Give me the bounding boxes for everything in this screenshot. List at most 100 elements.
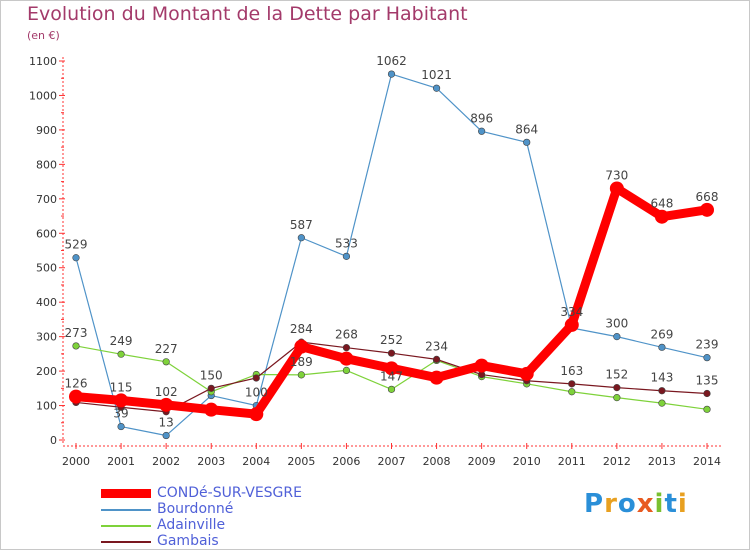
data-point-1 — [117, 422, 125, 431]
data-label-1: 1062 — [376, 54, 407, 68]
data-point-0 — [384, 361, 399, 376]
data-label-0: 730 — [605, 168, 628, 182]
data-label-1: 864 — [515, 122, 538, 136]
data-label-2: 189 — [290, 355, 313, 369]
data-label-0: 668 — [696, 190, 719, 204]
data-point-2 — [613, 394, 621, 402]
legend-item-conde: CONDé-SUR-VESGRE — [101, 485, 361, 501]
data-point-1 — [658, 343, 666, 351]
data-point-0 — [114, 393, 129, 408]
data-point-3 — [342, 344, 351, 352]
x-tick-label: 2013 — [648, 455, 676, 468]
data-point-1 — [613, 333, 621, 341]
y-tick-label: 800 — [36, 158, 57, 171]
x-tick-label: 2001 — [107, 455, 135, 468]
logo-letter: x — [636, 489, 655, 519]
data-point-0 — [204, 402, 219, 417]
data-point-1 — [703, 354, 711, 362]
x-tick-label: 2000 — [62, 455, 90, 468]
y-tick-label: 1000 — [29, 89, 57, 102]
logo-letter: o — [617, 489, 637, 519]
y-tick-label: 1100 — [29, 55, 57, 68]
data-label-1: 529 — [65, 238, 88, 252]
data-label-1: 39 — [113, 407, 128, 421]
x-tick-label: 2004 — [242, 455, 270, 468]
data-point-0 — [519, 366, 534, 381]
data-point-3 — [613, 384, 621, 392]
logo-letter: t — [664, 489, 678, 519]
data-label-1: 1021 — [421, 68, 452, 82]
data-label-1: 300 — [605, 317, 628, 331]
data-point-2 — [387, 385, 396, 393]
data-point-0 — [339, 351, 354, 366]
data-point-2 — [162, 358, 170, 366]
legend: CONDé-SUR-VESGRE Bourdonné Adainville Ga… — [101, 485, 361, 549]
data-point-3 — [432, 355, 441, 363]
data-label-1: 533 — [335, 236, 358, 250]
x-tick-label: 2014 — [693, 455, 721, 468]
x-tick-label: 2003 — [197, 455, 225, 468]
data-label-0: 334 — [560, 305, 583, 319]
data-label-3: 234 — [425, 339, 448, 353]
data-point-1 — [297, 234, 305, 242]
legend-item-adainville: Adainville — [101, 517, 361, 533]
data-point-1 — [342, 252, 351, 260]
data-label-3: 268 — [335, 328, 358, 342]
data-label-0: 102 — [155, 385, 178, 399]
data-label-0: 648 — [650, 197, 673, 211]
legend-label-conde: CONDé-SUR-VESGRE — [157, 485, 302, 501]
data-point-2 — [297, 371, 305, 379]
data-point-0 — [609, 181, 624, 196]
data-point-2 — [568, 388, 576, 396]
data-point-2 — [703, 405, 711, 413]
data-point-0 — [654, 209, 669, 224]
x-tick-label: 2005 — [287, 455, 315, 468]
data-point-2 — [117, 350, 125, 358]
data-point-2 — [342, 366, 351, 375]
data-point-0 — [564, 317, 579, 332]
data-point-0 — [700, 202, 714, 217]
data-label-1: 100 — [245, 386, 268, 400]
data-point-1 — [162, 431, 170, 440]
chart-title: Evolution du Montant de la Dette par Hab… — [27, 3, 468, 25]
logo-letter: i — [677, 489, 688, 519]
data-label-2: 227 — [155, 342, 178, 356]
data-label-3: 143 — [650, 371, 673, 385]
data-label-1: 896 — [470, 111, 493, 125]
data-point-3 — [207, 384, 215, 392]
legend-label-bourdonne: Bourdonné — [157, 501, 234, 517]
legend-label-adainville: Adainville — [157, 517, 226, 533]
legend-item-bourdonne: Bourdonné — [101, 501, 361, 517]
x-tick-label: 2007 — [378, 455, 406, 468]
x-tick-label: 2006 — [332, 455, 360, 468]
legend-item-gambais: Gambais — [101, 533, 361, 549]
data-point-3 — [703, 389, 711, 398]
data-point-0 — [429, 370, 444, 385]
logo-letter: i — [654, 489, 665, 519]
y-tick-label: 0 — [50, 434, 57, 447]
data-point-0 — [474, 358, 489, 373]
data-point-3 — [252, 374, 260, 382]
x-tick-label: 2009 — [468, 455, 496, 468]
data-point-0 — [294, 339, 309, 354]
chart-subtitle: (en €) — [27, 29, 60, 42]
data-point-2 — [72, 342, 80, 350]
data-point-0 — [159, 397, 174, 412]
data-label-3: 252 — [380, 333, 403, 347]
data-point-3 — [568, 380, 576, 388]
data-label-2: 249 — [110, 334, 133, 348]
data-label-0: 126 — [65, 377, 88, 391]
y-tick-label: 900 — [36, 124, 57, 137]
data-point-1 — [387, 70, 396, 78]
logo-letter: P — [584, 489, 605, 519]
legend-swatch-bourdonne — [101, 509, 151, 511]
legend-swatch-adainville — [101, 525, 151, 527]
y-tick-label: 200 — [36, 365, 57, 378]
x-tick-label: 2002 — [152, 455, 180, 468]
data-label-1: 269 — [650, 327, 673, 341]
data-label-1: 587 — [290, 218, 313, 232]
data-label-3: 163 — [560, 364, 583, 378]
data-point-3 — [658, 387, 666, 395]
data-point-1 — [523, 138, 531, 146]
